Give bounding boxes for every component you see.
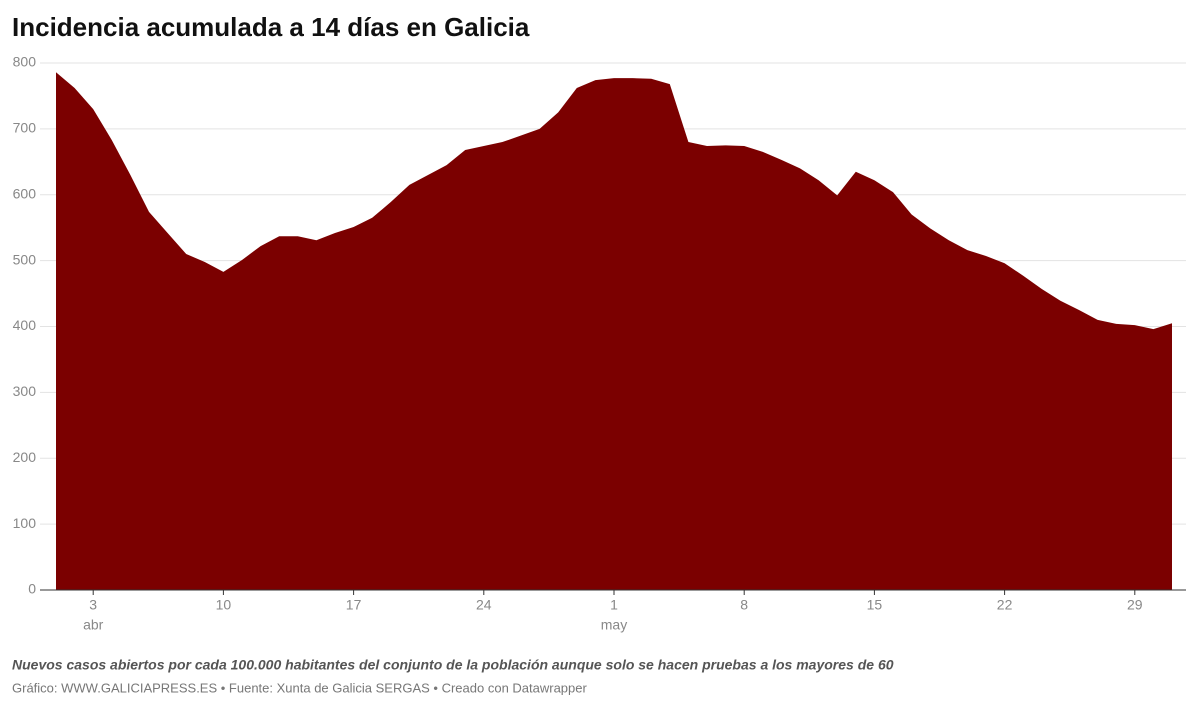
x-tick-label: 15	[867, 597, 883, 613]
y-tick-label: 200	[13, 449, 37, 465]
x-tick-label: 10	[216, 597, 232, 613]
y-tick-label: 700	[13, 120, 37, 136]
x-month-label: abr	[83, 617, 104, 633]
chart-title: Incidencia acumulada a 14 días en Galici…	[12, 12, 530, 42]
x-tick-label: 29	[1127, 597, 1143, 613]
y-tick-label: 400	[13, 317, 37, 333]
x-tick-label: 17	[346, 597, 362, 613]
x-tick-label: 8	[740, 597, 748, 613]
x-tick-label: 1	[610, 597, 618, 613]
x-month-label: may	[601, 617, 627, 633]
y-tick-label: 600	[13, 185, 37, 201]
subtitle: Nuevos casos abiertos por cada 100.000 h…	[12, 657, 894, 673]
area	[56, 72, 1172, 590]
y-tick-label: 300	[13, 383, 37, 399]
x-tick-label: 22	[997, 597, 1013, 613]
y-tick-label: 800	[13, 54, 37, 70]
source: Gráfico: WWW.GALICIAPRESS.ES • Fuente: X…	[12, 680, 588, 695]
y-tick-label: 500	[13, 251, 37, 267]
y-tick-label: 100	[13, 515, 37, 531]
x-tick-label: 3	[89, 597, 97, 613]
x-tick-label: 24	[476, 597, 492, 613]
y-tick-label: 0	[28, 581, 36, 597]
